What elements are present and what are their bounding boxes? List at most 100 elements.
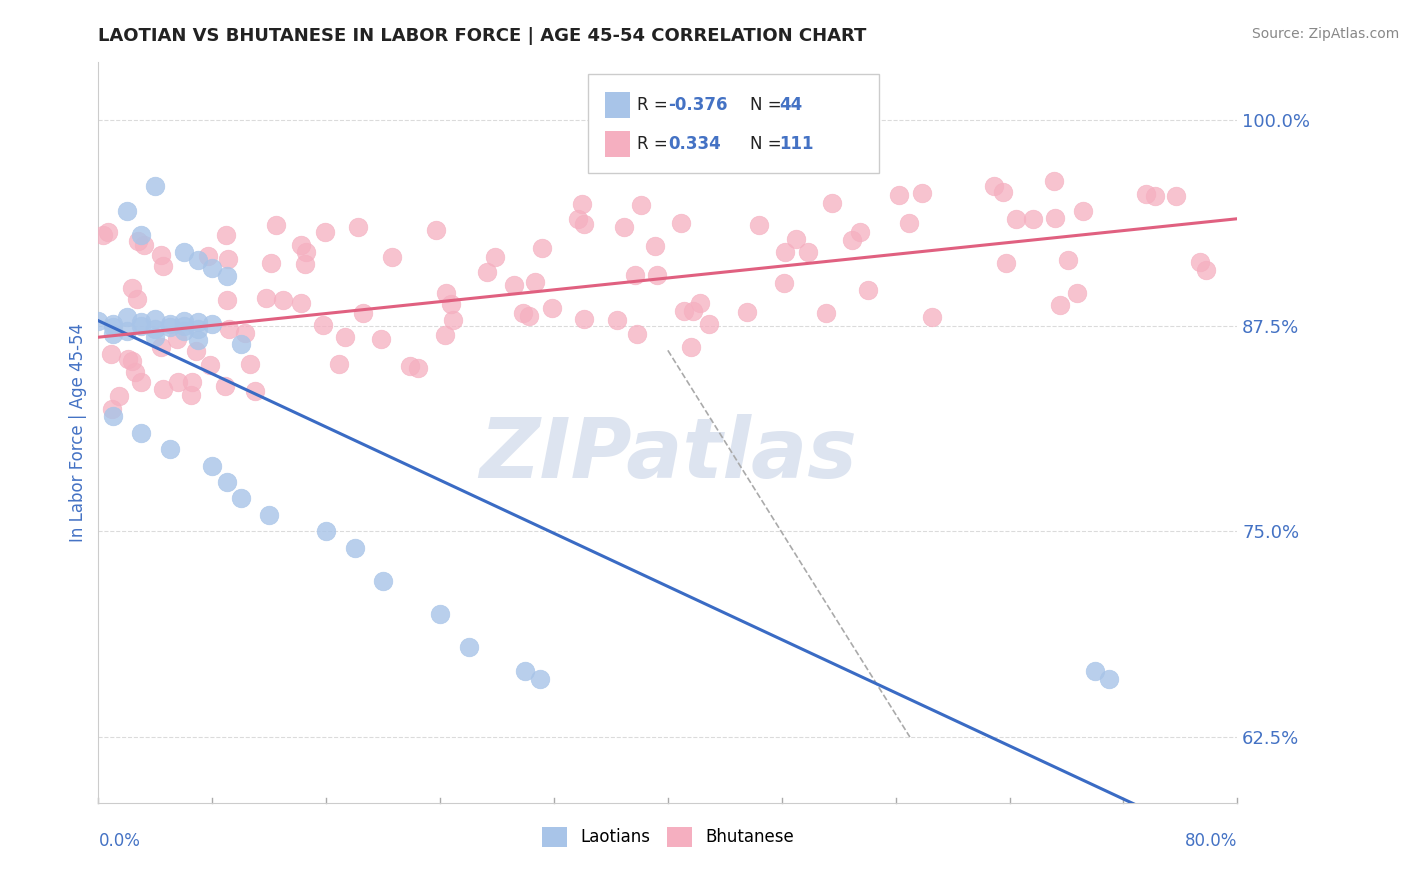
Point (821, 195, 844, 210)
Point (315, 524, 337, 539)
Point (606, 313, 628, 327)
Point (101, 320, 124, 334)
Point (201, 317, 224, 331)
Point (217, 252, 239, 267)
Point (149, 248, 172, 262)
Point (229, 491, 252, 506)
Point (645, 268, 668, 282)
Point (91, 228, 114, 243)
Point (243, 384, 266, 398)
Point (187, 315, 209, 329)
Point (115, 310, 138, 325)
Point (159, 442, 181, 456)
FancyBboxPatch shape (605, 92, 630, 118)
Point (524, 275, 547, 289)
Point (200, 359, 222, 373)
Point (180, 387, 202, 401)
Point (1188, 254, 1211, 268)
Point (215, 293, 238, 308)
Point (697, 317, 720, 331)
Point (87, 314, 110, 328)
Point (117, 352, 139, 367)
Point (1022, 211, 1045, 226)
Point (259, 508, 281, 522)
Point (911, 186, 934, 201)
Point (441, 313, 464, 327)
Point (673, 304, 696, 318)
Point (145, 330, 167, 344)
Point (748, 218, 770, 232)
Point (529, 673, 551, 687)
Text: -0.376: -0.376 (668, 95, 727, 113)
Point (173, 318, 195, 333)
Point (187, 252, 209, 267)
Point (328, 357, 350, 371)
Point (994, 256, 1017, 270)
Point (201, 458, 224, 473)
Point (429, 607, 451, 621)
Point (1071, 203, 1094, 218)
Point (669, 216, 692, 230)
Point (215, 269, 238, 284)
Point (254, 291, 277, 305)
Point (127, 293, 149, 307)
Point (239, 357, 262, 371)
Point (425, 223, 447, 237)
Point (440, 296, 463, 310)
Point (108, 389, 131, 403)
Point (233, 326, 256, 340)
Point (572, 311, 595, 326)
Point (121, 354, 143, 368)
Point (515, 664, 537, 678)
Point (101, 326, 124, 341)
Point (574, 217, 596, 231)
Point (1004, 212, 1026, 227)
Point (129, 318, 152, 333)
Point (152, 259, 174, 273)
Point (173, 314, 195, 328)
Point (773, 276, 796, 290)
Point (1135, 186, 1157, 201)
Point (517, 309, 540, 323)
Point (531, 241, 554, 255)
Point (1043, 173, 1066, 187)
Point (187, 334, 209, 348)
Point (644, 239, 666, 253)
FancyBboxPatch shape (605, 131, 630, 157)
Point (343, 541, 366, 555)
Point (229, 336, 252, 351)
Point (290, 238, 312, 252)
Point (197, 249, 219, 263)
Point (290, 296, 312, 310)
Point (457, 640, 479, 654)
Point (897, 216, 920, 230)
Text: LAOTIAN VS BHUTANESE IN LABOR FORCE | AGE 45-54 CORRELATION CHART: LAOTIAN VS BHUTANESE IN LABOR FORCE | AG… (98, 27, 866, 45)
Point (97, 225, 120, 239)
Point (264, 218, 287, 232)
Point (101, 401, 124, 416)
Point (145, 312, 167, 326)
Point (132, 238, 155, 252)
Point (129, 228, 152, 243)
Point (260, 256, 283, 270)
Point (312, 318, 335, 333)
Point (215, 475, 238, 489)
Point (1166, 188, 1188, 202)
Point (512, 306, 534, 320)
Point (991, 186, 1014, 200)
Point (381, 250, 404, 264)
Point (1049, 297, 1071, 311)
Point (333, 329, 356, 343)
Point (347, 220, 370, 235)
Point (273, 293, 295, 307)
Point (100, 346, 122, 360)
Point (184, 344, 207, 359)
Point (201, 261, 224, 276)
Point (181, 375, 204, 389)
Point (502, 277, 524, 292)
Point (127, 234, 149, 248)
Point (398, 359, 420, 374)
Point (218, 322, 240, 336)
Point (167, 375, 190, 389)
Point (124, 365, 146, 379)
